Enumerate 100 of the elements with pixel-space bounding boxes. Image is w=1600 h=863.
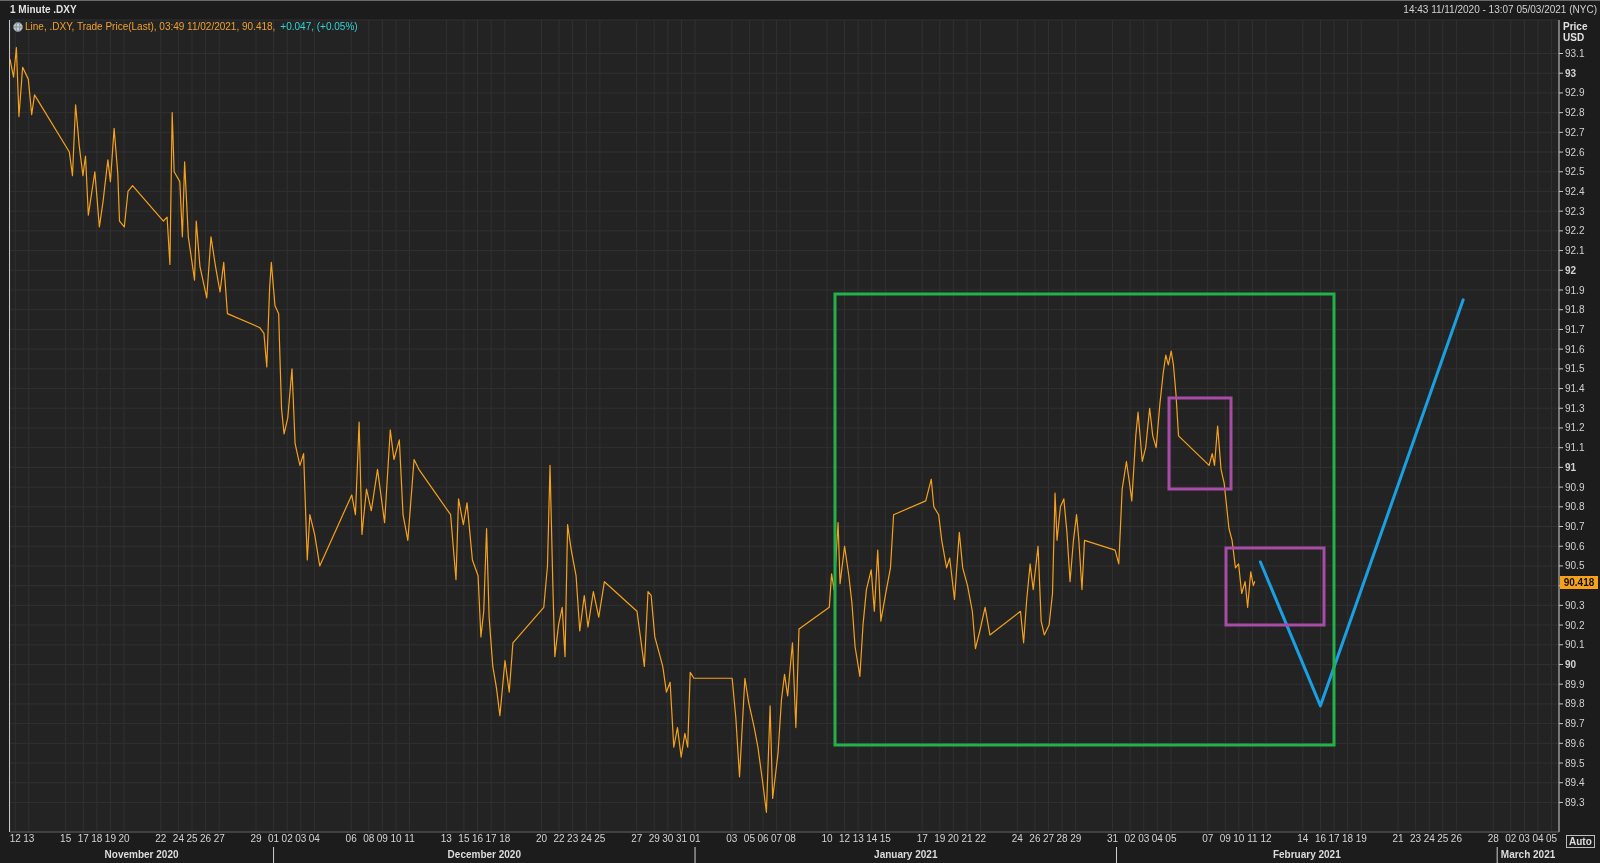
y-tick-label: 91.1 [1565, 442, 1585, 454]
x-tick-label: 27 [1042, 833, 1055, 844]
x-tick-label: 30 [662, 833, 674, 844]
x-tick-label: 09 [376, 833, 389, 844]
x-tick-label: 09 [1219, 833, 1232, 844]
line-series [10, 46, 1256, 813]
x2-tick-label: November 2020 [104, 849, 179, 860]
x-tick-label: 26 [1450, 833, 1463, 844]
x-tick-label: 12 [9, 833, 22, 844]
x-tick-label: 27 [213, 833, 226, 844]
x-tick-label: 16 [471, 833, 484, 844]
x-tick-label: 10 [1233, 833, 1245, 844]
x-tick-label: 03 [295, 833, 307, 844]
x-tick-label: 26 [1029, 833, 1041, 844]
x-tick-label: 04 [1151, 833, 1164, 844]
x-tick-label: 18 [499, 833, 511, 844]
y-tick-label: 92.6 [1565, 146, 1585, 158]
x-tick-label: 16 [1314, 833, 1327, 844]
x-tick-label: 15 [879, 833, 892, 844]
x-tick-label: 04 [1532, 833, 1544, 844]
y-tick-label: 91.5 [1565, 363, 1585, 375]
x-tick-label: 23 [1410, 833, 1422, 844]
x-tick-label: 22 [155, 833, 167, 844]
x-tick-label: 02 [1505, 833, 1517, 844]
x-tick-label: 17 [916, 833, 929, 844]
x-tick-label: 08 [363, 833, 375, 844]
x-tick-label: 13 [852, 833, 865, 844]
x-tick-label: 17 [1328, 833, 1341, 844]
x-tick-label: 17 [77, 833, 90, 844]
y-tick-label: 89.6 [1565, 737, 1585, 749]
y-tick-label: 92.2 [1565, 225, 1585, 237]
x-tick-label: 01 [689, 833, 702, 844]
x2-tick-label: March 2021 [1500, 849, 1556, 860]
y-tick-label: 90.8 [1565, 501, 1585, 513]
x-tick-label: 25 [1437, 833, 1449, 844]
x-tick-label: 27 [631, 833, 643, 844]
x-tick-label: 05 [1546, 833, 1558, 844]
x-tick-label: 01 [268, 833, 280, 844]
y-tick-label: 91 [1565, 461, 1577, 473]
y-tick-label: 90 [1565, 658, 1577, 670]
x-tick-label: 28 [1056, 833, 1069, 844]
x-tick-label: 31 [675, 833, 688, 844]
y-tick-label: 92.4 [1565, 185, 1585, 197]
x-tick-label: 13 [23, 833, 35, 844]
y-tick-label: 92.3 [1565, 205, 1585, 217]
x-tick-label: 11 [404, 833, 416, 844]
x-tick-label: 14 [866, 833, 878, 844]
x2-tick-label: January 2021 [874, 849, 938, 860]
x-tick-label: 19 [104, 833, 117, 844]
annotation: +0.047, (+0.05%) [280, 21, 358, 32]
y-tick-label: 89.3 [1565, 796, 1585, 808]
x-tick-label: 24 [172, 833, 185, 844]
y-tick-label: 92.8 [1565, 107, 1585, 119]
x-tick-label: 22 [553, 833, 566, 844]
y-tick-label: 90.1 [1565, 639, 1585, 651]
y-tick-label: 91.2 [1565, 422, 1585, 434]
x-tick-label: 06 [345, 833, 358, 844]
x-tick-label: 07 [1202, 833, 1214, 844]
x-tick-label: 12 [1260, 833, 1273, 844]
x-tick-label: 19 [1355, 833, 1368, 844]
x-tick-label: 31 [1106, 833, 1119, 844]
y-tick-label: 92.1 [1565, 245, 1585, 257]
x-tick-label: 03 [1138, 833, 1150, 844]
y-tick-label: 92.9 [1565, 87, 1585, 99]
x-tick-label: 29 [250, 833, 263, 844]
x-tick-label: 26 [200, 833, 212, 844]
x-tick-label: 03 [726, 833, 738, 844]
x-tick-label: 05 [1165, 833, 1177, 844]
x-tick-label: 29 [648, 833, 661, 844]
x-tick-label: 12 [839, 833, 851, 844]
x-tick-label: 25 [594, 833, 606, 844]
y-tick-label: 91.3 [1565, 402, 1585, 414]
x-tick-label: 21 [1392, 833, 1405, 844]
x-tick-label: 21 [961, 833, 973, 844]
text: Auto [1569, 836, 1592, 847]
x-tick-label: 28 [1487, 833, 1500, 844]
x-tick-label: 06 [757, 833, 770, 844]
x-tick-label: 11 [1247, 833, 1259, 844]
y-tick-label: 90.9 [1565, 481, 1585, 493]
x2-tick-label: February 2021 [1272, 849, 1342, 860]
y-tick-label: 92.5 [1565, 166, 1585, 178]
x-tick-label: 24 [1011, 833, 1024, 844]
x-tick-label: 20 [947, 833, 960, 844]
y-tick-label: 91.9 [1565, 284, 1585, 296]
x-tick-label: 05 [743, 833, 756, 844]
text: 14:43 11/11/2020 - 13:07 05/03/2021 (NYC) [1403, 4, 1597, 15]
x-tick-label: 08 [784, 833, 797, 844]
y-tick-label: 90.3 [1565, 599, 1585, 611]
y-tick-label: 89.8 [1565, 698, 1585, 710]
x-tick-label: 18 [91, 833, 103, 844]
y-tick-label: 89.7 [1565, 718, 1585, 730]
x-tick-label: 03 [1518, 833, 1531, 844]
x-tick-label: 04 [308, 833, 321, 844]
x-tick-label: 13 [440, 833, 453, 844]
y-tick-label: 93 [1565, 67, 1577, 79]
x-tick-label: 15 [60, 833, 72, 844]
y-tick-label: 91.7 [1565, 323, 1585, 335]
chart-subtitle: Line, .DXY, Trade Price(Last), 03:49 11/02/2021, 90.418, [25, 21, 276, 32]
y-tick-label: 89.9 [1565, 678, 1585, 690]
y-tick-label: 92.7 [1565, 126, 1585, 138]
